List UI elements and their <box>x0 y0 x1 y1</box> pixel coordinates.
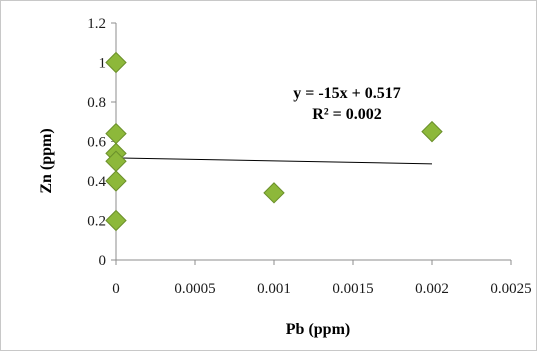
y-axis-title: Zn (ppm) <box>38 128 55 193</box>
trendline-equation: y = -15x + 0.517 <box>293 85 401 102</box>
x-tick-label: 0.0005 <box>174 281 215 297</box>
data-point <box>105 170 127 192</box>
data-point <box>263 182 285 204</box>
data-point <box>105 51 127 74</box>
y-axis-ticks: 0 0.2 0.4 0.6 0.8 1 1.2 <box>87 16 116 269</box>
x-tick-label: 0.002 <box>415 281 449 297</box>
x-tick-label: 0 <box>112 281 120 297</box>
y-tick-label: 1.2 <box>87 16 106 32</box>
x-axis-ticks: 0 0.0005 0.001 0.0015 0.002 0.0025 <box>112 260 532 297</box>
y-tick-label: 1 <box>99 56 107 72</box>
data-points <box>105 51 443 232</box>
data-point <box>105 122 127 145</box>
y-tick-label: 0.8 <box>87 95 106 111</box>
r-squared-label: R² = 0.002 <box>312 106 381 123</box>
y-tick-label: 0.2 <box>87 214 106 230</box>
x-axis-title: Pb (ppm) <box>286 321 350 338</box>
y-tick-label: 0 <box>99 253 107 269</box>
x-tick-label: 0.0025 <box>490 281 531 297</box>
data-point <box>421 120 443 143</box>
trendline <box>115 157 433 165</box>
x-tick-label: 0.0015 <box>332 281 373 297</box>
y-tick-label: 0.4 <box>87 174 106 190</box>
x-tick-label: 0.001 <box>257 281 291 297</box>
y-tick-label: 0.6 <box>87 135 106 151</box>
data-point <box>105 209 127 232</box>
